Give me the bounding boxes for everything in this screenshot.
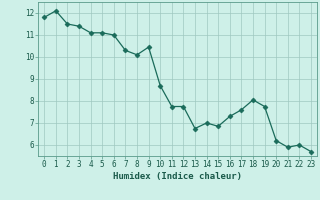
X-axis label: Humidex (Indice chaleur): Humidex (Indice chaleur) bbox=[113, 172, 242, 181]
